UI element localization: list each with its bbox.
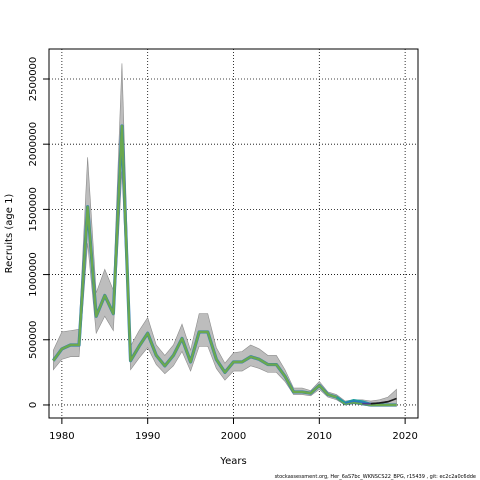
- x-axis: 1980 1990 2000 2010 2020: [49, 418, 418, 442]
- y-tick-label: 2500000: [28, 57, 39, 102]
- retrospective-line-4: [370, 397, 397, 405]
- series-lines-group: [51, 124, 397, 407]
- x-tick-label: 1990: [135, 431, 160, 442]
- y-tick-label: 1000000: [28, 252, 39, 297]
- y-axis-title: Recruits (age 1): [4, 194, 15, 274]
- y-axis: 0 500000 1000000 1500000 2000000 2500000: [28, 57, 49, 408]
- x-tick-label: 2020: [392, 431, 417, 442]
- retrospective-line-1: [336, 396, 372, 405]
- y-tick-label: 1500000: [28, 187, 39, 232]
- footer-source-text: stockassessment.org, Her_6aS7bc_WKNSCS22…: [275, 474, 476, 480]
- x-tick-label: 2000: [221, 431, 246, 442]
- x-tick-label: 2010: [307, 431, 332, 442]
- y-tick-label: 0: [28, 402, 39, 408]
- y-tick-label: 500000: [28, 321, 39, 359]
- confidence-band: [52, 63, 397, 407]
- x-tick-label: 1980: [49, 431, 74, 442]
- confidence-band-group: [52, 63, 397, 407]
- y-tick-label: 2000000: [28, 122, 39, 167]
- x-axis-title: Years: [219, 456, 246, 467]
